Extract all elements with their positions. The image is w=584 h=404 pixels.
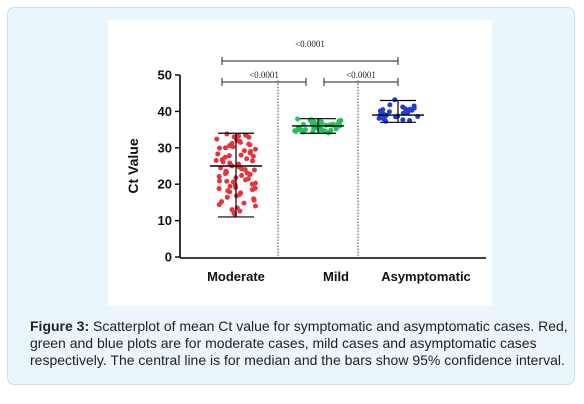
data-point bbox=[376, 115, 382, 121]
data-point bbox=[214, 136, 220, 142]
scatter-chart: 0 10 20 30 40 50 Ct Value Moderate Mild Asymptoma… bbox=[125, 39, 486, 284]
y-tick-label: 30 bbox=[158, 140, 172, 155]
data-point bbox=[244, 156, 250, 162]
y-tick-label: 0 bbox=[165, 250, 172, 265]
figure-panel: 0 10 20 30 40 50 Ct Value Moderate Mild Asymptoma… bbox=[7, 7, 575, 385]
data-point bbox=[323, 122, 329, 128]
data-point bbox=[295, 116, 301, 122]
data-point bbox=[387, 102, 393, 108]
data-point bbox=[239, 172, 245, 178]
data-point bbox=[249, 158, 255, 164]
data-point bbox=[243, 177, 249, 183]
data-point bbox=[392, 97, 398, 103]
y-tick-label: 50 bbox=[158, 68, 172, 83]
data-point bbox=[252, 146, 258, 152]
data-point bbox=[216, 202, 222, 208]
data-point bbox=[302, 127, 308, 133]
data-point bbox=[230, 144, 236, 150]
data-point bbox=[400, 117, 406, 123]
data-point bbox=[238, 152, 244, 158]
data-point bbox=[330, 122, 336, 128]
data-point bbox=[252, 203, 258, 209]
data-point bbox=[383, 118, 389, 124]
data-point bbox=[243, 132, 249, 138]
data-point bbox=[407, 106, 413, 112]
data-point bbox=[216, 186, 222, 192]
data-point bbox=[224, 131, 230, 137]
data-point bbox=[311, 119, 317, 125]
caption-text: Scatterplot of mean Ct value for symptom… bbox=[30, 318, 568, 368]
data-point bbox=[338, 118, 344, 123]
data-point bbox=[386, 109, 392, 115]
data-point bbox=[241, 200, 247, 206]
data-point bbox=[227, 189, 233, 195]
caption-label: Figure 3: bbox=[30, 318, 90, 334]
data-point bbox=[333, 126, 339, 132]
y-tick-label: 20 bbox=[158, 177, 172, 192]
x-category-label: Asymptomatic bbox=[381, 269, 471, 284]
data-point bbox=[217, 178, 223, 184]
y-tick-label: 40 bbox=[158, 104, 172, 119]
p-value-label: <0.0001 bbox=[346, 70, 376, 80]
data-point bbox=[227, 183, 233, 189]
data-point bbox=[224, 194, 230, 200]
data-point bbox=[220, 159, 226, 165]
figure-caption: Figure 3: Scatterplot of mean Ct value f… bbox=[30, 318, 570, 369]
x-category-label: Mild bbox=[323, 269, 349, 284]
data-point bbox=[250, 153, 256, 159]
data-point bbox=[223, 145, 229, 151]
data-point bbox=[242, 167, 248, 173]
data-point bbox=[252, 185, 258, 191]
plot-area: 0 10 20 30 40 50 Ct Value Moderate Mild Asymptoma… bbox=[108, 20, 492, 306]
data-point bbox=[216, 145, 222, 151]
data-point bbox=[322, 128, 328, 134]
data-point bbox=[251, 197, 257, 203]
data-point bbox=[213, 158, 219, 164]
data-point bbox=[216, 174, 222, 180]
y-axis-label: Ct Value bbox=[125, 138, 141, 193]
data-point bbox=[296, 127, 302, 133]
data-point bbox=[237, 208, 243, 214]
data-point bbox=[318, 120, 324, 126]
x-category-label: Moderate bbox=[207, 269, 265, 284]
data-point bbox=[247, 150, 253, 156]
data-point bbox=[247, 171, 253, 177]
p-value-label: <0.0001 bbox=[295, 39, 325, 49]
data-point bbox=[251, 167, 257, 173]
data-point bbox=[226, 153, 232, 159]
data-point bbox=[222, 171, 228, 177]
data-point bbox=[224, 178, 230, 184]
p-value-label: <0.0001 bbox=[249, 70, 279, 80]
data-point bbox=[403, 106, 409, 112]
y-tick-label: 10 bbox=[158, 213, 172, 228]
data-point bbox=[215, 151, 221, 157]
data-point bbox=[249, 181, 255, 187]
data-point bbox=[246, 141, 252, 147]
data-point bbox=[237, 139, 243, 145]
data-point bbox=[241, 148, 247, 154]
